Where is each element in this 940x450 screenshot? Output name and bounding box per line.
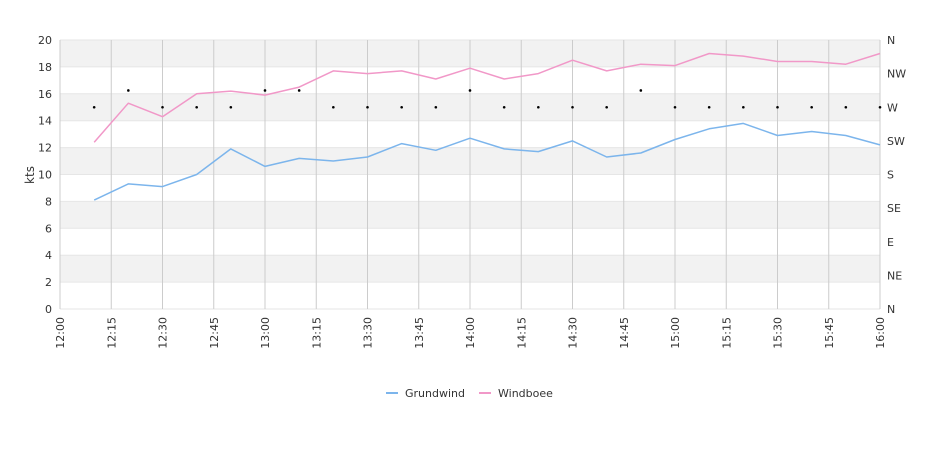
direction-dot xyxy=(366,105,369,109)
x-tick-label: 12:30 xyxy=(157,317,170,349)
direction-dot xyxy=(878,105,882,109)
y-tick-label: 0 xyxy=(45,303,52,316)
direction-tick-label: SE xyxy=(887,202,901,215)
direction-tick-label: E xyxy=(887,236,894,249)
x-tick-label: 13:30 xyxy=(362,317,375,349)
y-tick-label: 14 xyxy=(38,115,52,128)
direction-dot xyxy=(332,105,335,109)
y-tick-label: 18 xyxy=(38,61,52,74)
direction-dot xyxy=(639,89,643,92)
direction-dot xyxy=(434,105,438,109)
series-line-windboee xyxy=(93,52,881,143)
y-tick-label: 20 xyxy=(38,34,52,47)
direction-tick-label: SW xyxy=(887,135,905,148)
plot-grid xyxy=(59,39,881,310)
direction-dot xyxy=(229,105,233,109)
y-tick-label: 6 xyxy=(45,222,52,235)
direction-dot xyxy=(92,105,96,109)
direction-dot xyxy=(297,89,301,92)
y-tick-label: 16 xyxy=(38,88,52,101)
x-tick-label: 13:00 xyxy=(259,317,272,349)
direction-dot xyxy=(707,105,711,109)
x-tick-label: 14:00 xyxy=(464,317,477,349)
direction-dot xyxy=(161,105,164,109)
legend-item-grundwind[interactable]: Grundwind xyxy=(386,387,465,400)
series-line-grundwind xyxy=(93,122,881,201)
direction-dots xyxy=(92,89,882,109)
y-axis-ticks: 0 2 4 6 8 10 12 14 16 18 20 xyxy=(38,34,52,316)
series-lines xyxy=(93,52,881,201)
direction-tick-label: S xyxy=(887,169,894,182)
legend-item-windboee[interactable]: Windboee xyxy=(479,387,553,400)
x-tick-label: 13:45 xyxy=(413,317,426,349)
direction-dot xyxy=(776,105,779,109)
direction-dot xyxy=(537,105,540,109)
y-tick-label: 2 xyxy=(45,276,52,289)
x-tick-label: 12:00 xyxy=(54,317,67,349)
direction-tick-label: N xyxy=(887,303,895,316)
direction-dot xyxy=(742,105,745,109)
y-tick-label: 12 xyxy=(38,142,52,155)
direction-dot xyxy=(571,105,574,109)
y-tick-label: 4 xyxy=(45,249,52,262)
direction-dot xyxy=(468,89,472,92)
direction-dot xyxy=(195,105,198,109)
direction-dot xyxy=(127,89,130,92)
x-tick-label: 14:15 xyxy=(515,317,528,349)
y-axis-title: kts xyxy=(23,166,37,184)
direction-dot xyxy=(844,105,848,109)
legend: Grundwind Windboee xyxy=(386,387,553,400)
legend-label-windboee: Windboee xyxy=(498,387,553,400)
direction-dot xyxy=(502,105,506,109)
x-tick-label: 15:30 xyxy=(772,317,785,349)
x-tick-label: 13:15 xyxy=(310,317,323,349)
x-tick-label: 12:15 xyxy=(105,317,118,349)
y-tick-label: 10 xyxy=(38,169,52,182)
direction-tick-label: W xyxy=(887,101,898,114)
x-tick-label: 14:45 xyxy=(618,317,631,349)
direction-dot xyxy=(810,105,813,109)
legend-label-grundwind: Grundwind xyxy=(405,387,465,400)
x-tick-label: 15:45 xyxy=(823,317,836,349)
x-tick-label: 16:00 xyxy=(874,317,887,349)
direction-tick-label: NW xyxy=(887,68,906,81)
x-tick-label: 12:45 xyxy=(208,317,221,349)
y-tick-label: 8 xyxy=(45,195,52,208)
x-tick-label: 15:00 xyxy=(669,317,682,349)
direction-dot xyxy=(605,105,608,109)
direction-tick-label: NE xyxy=(887,269,902,282)
direction-dot xyxy=(263,89,267,92)
x-tick-label: 14:30 xyxy=(567,317,580,349)
direction-dot xyxy=(400,105,403,109)
direction-axis-ticks: N NE E SE S SW W NW N xyxy=(887,34,906,316)
direction-dot xyxy=(673,105,677,109)
x-tick-label: 15:15 xyxy=(720,317,733,349)
x-axis-ticks: 12:00 12:15 12:30 12:45 13:00 13:15 13:30 13:45… xyxy=(54,317,887,349)
direction-tick-label: N xyxy=(887,34,895,47)
